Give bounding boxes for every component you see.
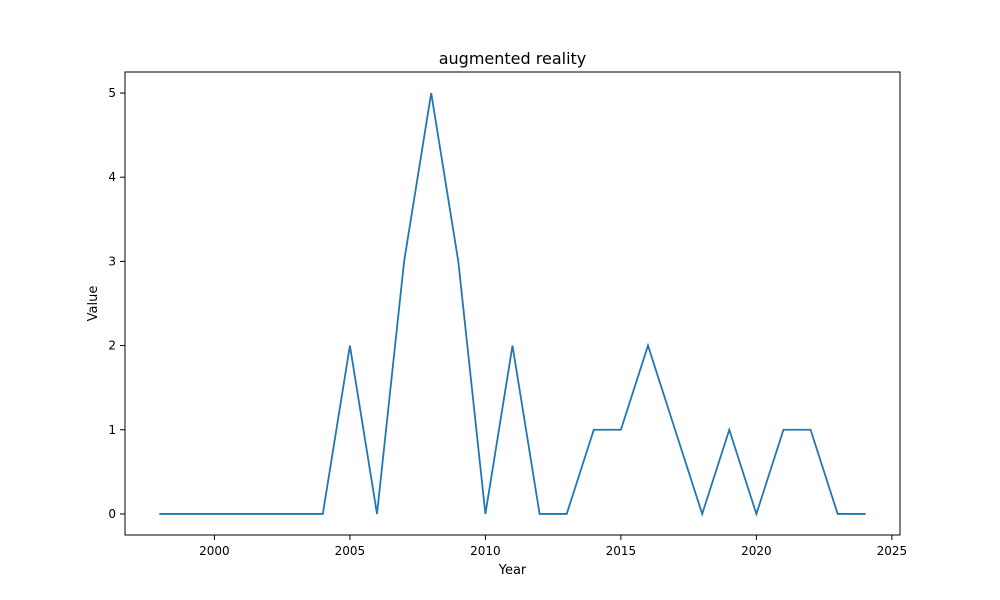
data-point bbox=[295, 513, 296, 514]
data-point bbox=[756, 513, 757, 514]
data-point bbox=[647, 345, 648, 346]
y-tick-label: 3 bbox=[108, 254, 116, 268]
data-point bbox=[593, 429, 594, 430]
series-line-0 bbox=[159, 92, 866, 517]
axes-frame bbox=[124, 71, 901, 536]
x-tick-label: 2020 bbox=[741, 544, 772, 558]
chart-title: augmented reality bbox=[439, 49, 587, 68]
data-point bbox=[810, 429, 811, 430]
data-point bbox=[675, 429, 676, 430]
data-point bbox=[458, 261, 459, 262]
plot-area bbox=[159, 92, 866, 517]
x-tick-label: 2015 bbox=[606, 544, 637, 558]
data-point bbox=[566, 513, 567, 514]
data-point bbox=[377, 513, 378, 514]
data-point bbox=[864, 513, 865, 514]
data-point bbox=[837, 513, 838, 514]
x-axis-label: Year bbox=[498, 563, 527, 578]
x-tick-label: 2010 bbox=[470, 544, 501, 558]
data-point bbox=[431, 93, 432, 94]
data-point bbox=[214, 513, 215, 514]
data-point bbox=[349, 345, 350, 346]
data-point bbox=[187, 513, 188, 514]
data-point bbox=[160, 513, 161, 514]
y-tick-label: 1 bbox=[108, 423, 116, 437]
data-point bbox=[783, 429, 784, 430]
x-tick-label: 2025 bbox=[877, 544, 908, 558]
x-axis: 2000 2005 2010 2015 2020 2025 bbox=[199, 535, 907, 558]
y-tick-label: 5 bbox=[108, 86, 116, 100]
data-point bbox=[404, 261, 405, 262]
y-tick-label: 2 bbox=[108, 339, 116, 353]
x-tick-label: 2000 bbox=[199, 544, 230, 558]
data-point bbox=[322, 513, 323, 514]
data-point bbox=[512, 345, 513, 346]
data-point bbox=[241, 513, 242, 514]
y-tick-label: 0 bbox=[108, 507, 116, 521]
data-point bbox=[702, 513, 703, 514]
data-point bbox=[620, 429, 621, 430]
data-point bbox=[729, 429, 730, 430]
y-axis-label: Value bbox=[86, 286, 101, 322]
y-axis: 0 1 2 3 4 5 bbox=[108, 86, 125, 521]
data-point bbox=[539, 513, 540, 514]
data-point bbox=[485, 513, 486, 514]
data-point bbox=[268, 513, 269, 514]
x-tick-label: 2005 bbox=[335, 544, 366, 558]
y-tick-label: 4 bbox=[108, 170, 116, 184]
